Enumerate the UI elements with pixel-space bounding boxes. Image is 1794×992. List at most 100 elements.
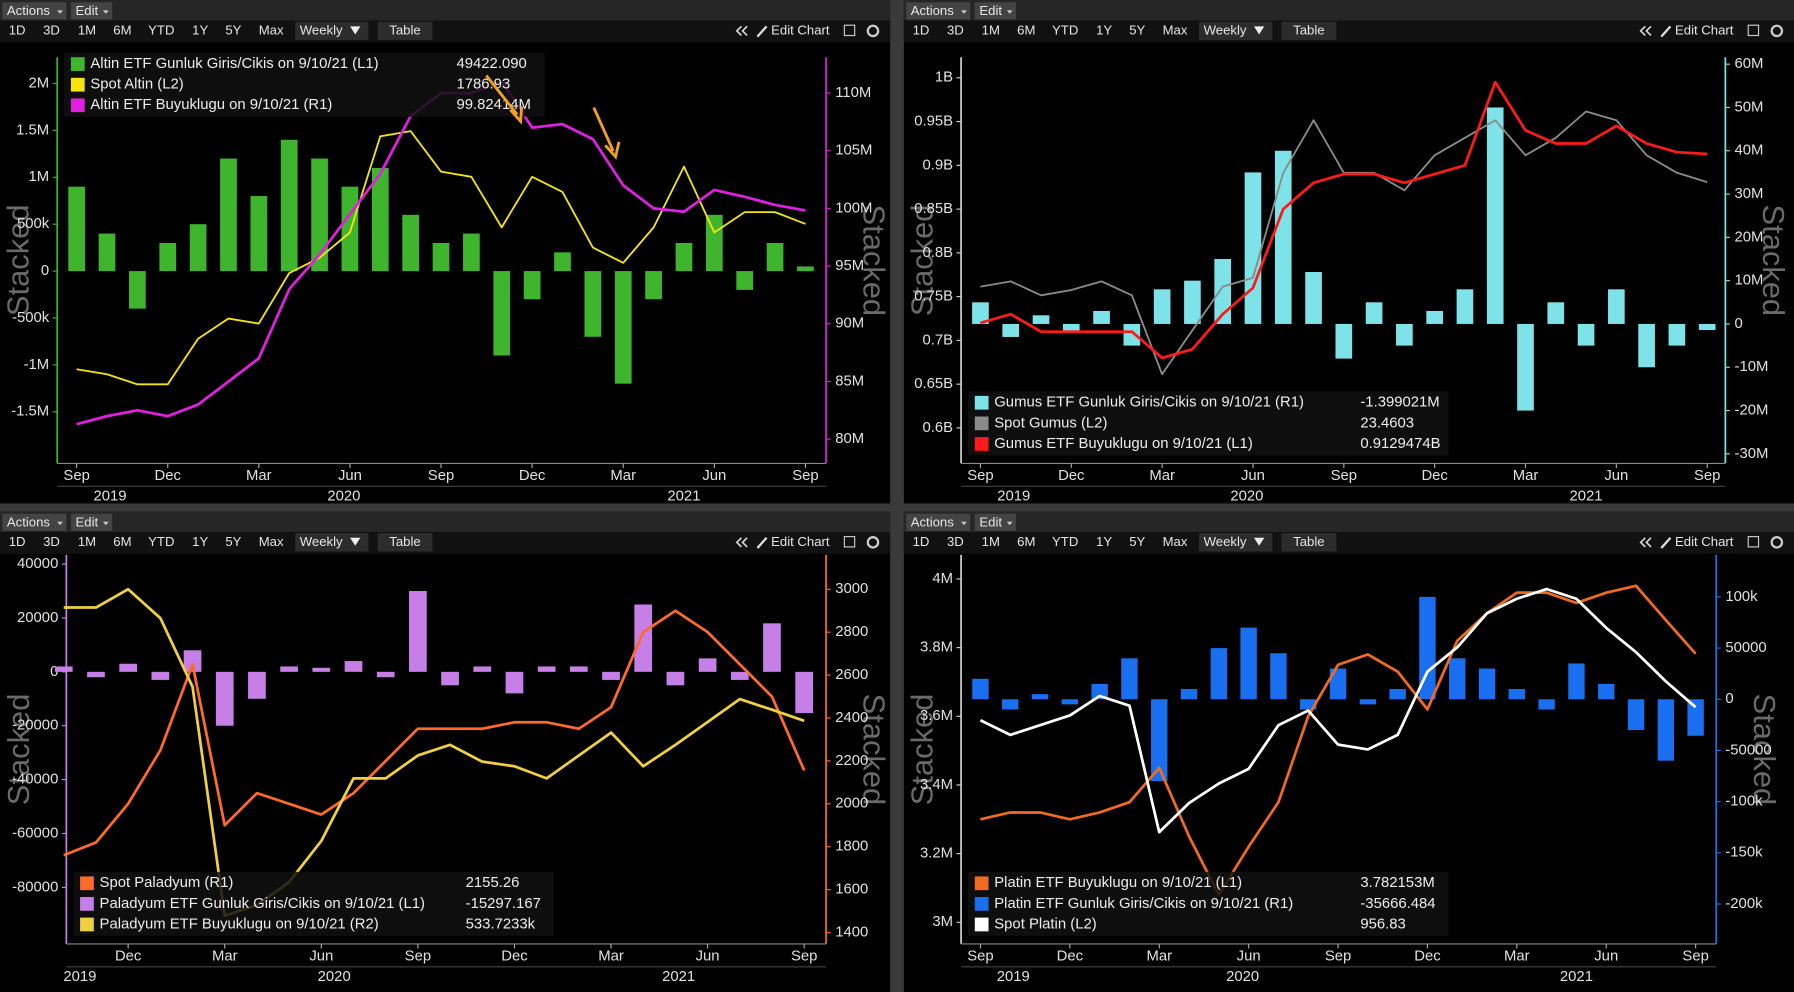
collapse-icon [735, 25, 748, 37]
y-axis-label: Stacked [1, 694, 36, 806]
range-button[interactable]: 6M [1017, 22, 1035, 37]
x-tick-label: Sep [1331, 468, 1357, 484]
bar [371, 167, 389, 272]
bar [312, 667, 331, 672]
dropdown-icon [961, 521, 967, 526]
y2-tick-label: -50000 [1725, 742, 1771, 758]
range-button[interactable]: 1Y [192, 534, 208, 549]
edit-button[interactable] [70, 2, 113, 20]
edit-chart-button[interactable]: Edit Chart [771, 22, 830, 37]
y2-tick-label: 2800 [835, 624, 868, 640]
range-button[interactable]: 1M [982, 534, 1000, 549]
range-button[interactable]: Max [1163, 534, 1188, 549]
arrow-head [509, 106, 524, 125]
actions-button[interactable] [906, 2, 971, 20]
bar [1657, 699, 1675, 761]
range-button[interactable]: 6M [1017, 534, 1035, 549]
bar [1627, 699, 1645, 730]
settings-icon[interactable] [866, 536, 880, 549]
range-button[interactable]: Max [259, 22, 284, 37]
table-button[interactable] [1281, 533, 1337, 552]
edit-icon[interactable] [1747, 24, 1760, 37]
bar [1270, 653, 1287, 700]
edit-button[interactable] [70, 513, 113, 531]
bar [645, 271, 662, 300]
settings-icon[interactable] [866, 24, 880, 38]
y2-tick-label: 1400 [835, 924, 868, 940]
edit-icon[interactable] [843, 24, 856, 37]
y2-tick-label: 20M [1735, 229, 1764, 245]
edit-chart-button[interactable]: Edit Chart [771, 534, 830, 549]
settings-icon[interactable] [1770, 536, 1784, 549]
y-tick-label: -500k [12, 310, 50, 326]
x-group-label: 2021 [667, 488, 700, 504]
range-button[interactable]: 5Y [225, 22, 241, 37]
range-button[interactable]: 1M [78, 22, 96, 37]
y-axis-label: Stacked [905, 694, 940, 806]
range-button[interactable]: 3D [43, 534, 60, 549]
bar [409, 591, 427, 672]
table-button[interactable] [377, 533, 433, 552]
edit-chart-button[interactable]: Edit Chart [1675, 534, 1734, 549]
bar [1517, 323, 1534, 411]
y2-tick-label: 0 [1725, 691, 1733, 707]
range-button[interactable]: 5Y [1129, 534, 1145, 549]
y2-tick-label: 40M [1735, 143, 1764, 159]
bar [505, 671, 524, 694]
frequency-button[interactable] [295, 533, 369, 552]
actions-label: Actions [7, 514, 51, 529]
range-button[interactable]: 1Y [192, 22, 208, 37]
range-button[interactable]: 1M [982, 22, 1000, 37]
range-button[interactable]: Max [1163, 22, 1188, 37]
range-button[interactable]: 1Y [1096, 22, 1112, 37]
legend-value: 0.9129474B [1360, 436, 1440, 452]
x-tick-label: Sep [1682, 948, 1708, 964]
x-tick-label: Sep [428, 468, 454, 484]
range-button[interactable]: 5Y [1129, 22, 1145, 37]
edit-button[interactable] [974, 2, 1016, 20]
actions-button[interactable] [2, 513, 67, 531]
range-button[interactable]: YTD [148, 22, 174, 37]
table-button[interactable] [377, 21, 433, 41]
bar [730, 671, 749, 680]
legend-name: Altin ETF Buyuklugu on 9/10/21 (R1) [90, 97, 332, 113]
range-button[interactable]: YTD [1052, 534, 1078, 549]
y-axis-label: Stacked [1, 205, 36, 317]
range-button[interactable]: 1D [913, 534, 930, 549]
bar [1668, 323, 1686, 346]
bar [1061, 699, 1079, 705]
range-button[interactable]: 1D [9, 534, 26, 549]
actions-button[interactable] [2, 2, 67, 20]
range-button[interactable]: YTD [148, 534, 174, 549]
legend-swatch [974, 897, 989, 911]
range-button[interactable]: YTD [1052, 22, 1078, 37]
range-button[interactable]: 3D [947, 22, 964, 37]
range-button[interactable]: 3D [947, 534, 964, 549]
y2-tick-label: 30M [1735, 186, 1764, 202]
edit-icon[interactable] [843, 536, 856, 548]
range-button[interactable]: 1D [913, 22, 930, 37]
y-tick-label: 3.6M [920, 708, 953, 724]
frequency-button[interactable] [1199, 533, 1273, 552]
y-tick-label: -1.5M [11, 404, 49, 420]
range-button[interactable]: 1M [78, 534, 96, 549]
edit-chart-button[interactable]: Edit Chart [1675, 22, 1734, 37]
range-button[interactable]: 1D [9, 22, 26, 37]
legend-swatch [80, 917, 94, 932]
edit-button[interactable] [974, 513, 1016, 531]
table-button[interactable] [1281, 21, 1337, 41]
series-line [63, 587, 805, 918]
bar [1210, 648, 1228, 700]
edit-icon[interactable] [1747, 536, 1760, 548]
range-button[interactable]: 3D [43, 22, 60, 37]
toolbar-top [903, 511, 1794, 533]
settings-icon[interactable] [1770, 24, 1784, 38]
range-button[interactable]: 6M [113, 534, 131, 549]
range-button[interactable]: 1Y [1096, 534, 1112, 549]
y2-tick-label: 2400 [835, 710, 868, 726]
actions-button[interactable] [906, 513, 971, 531]
range-button[interactable]: 5Y [225, 534, 241, 549]
bar [1123, 323, 1141, 346]
range-button[interactable]: Max [259, 534, 284, 549]
range-button[interactable]: 6M [113, 22, 131, 37]
